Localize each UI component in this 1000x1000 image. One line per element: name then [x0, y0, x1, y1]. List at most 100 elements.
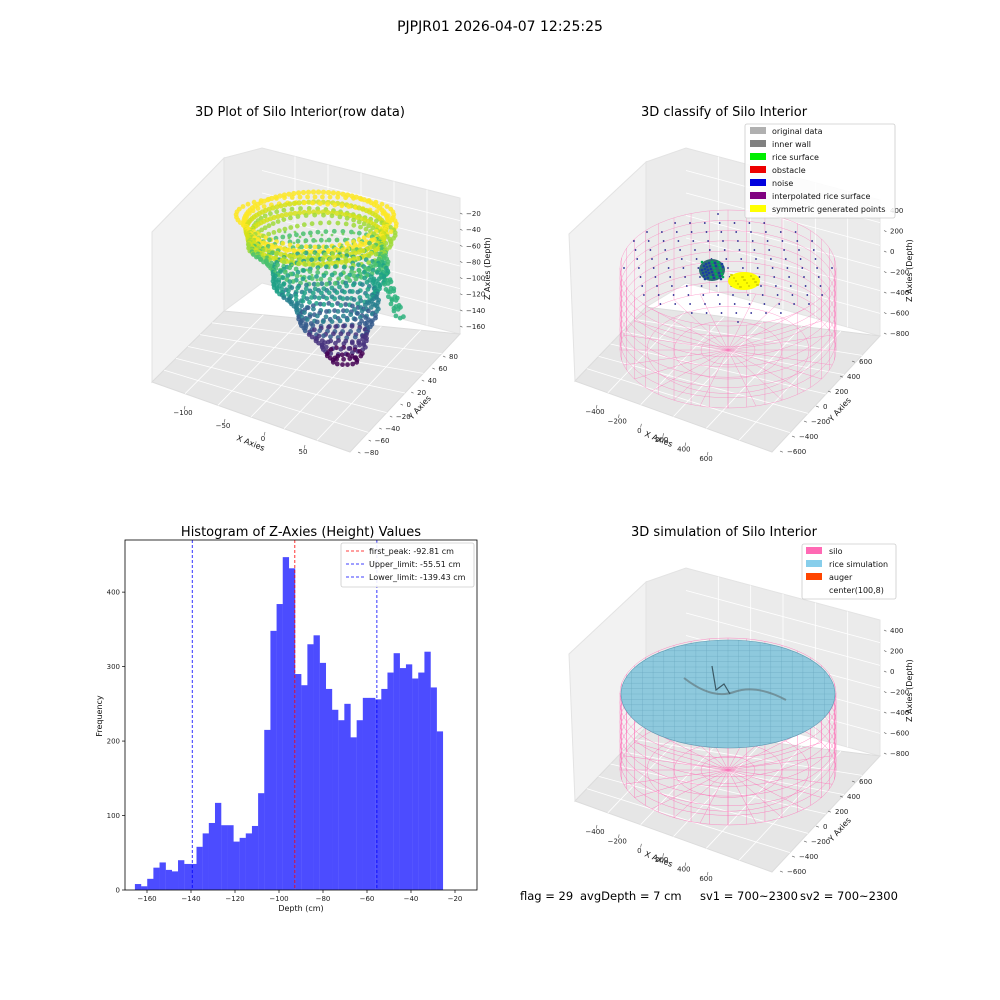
silo-floor-ring: [646, 306, 810, 394]
raw-point: [324, 239, 328, 243]
raw-point: [326, 324, 331, 330]
raw-point: [281, 295, 287, 301]
raw-point: [351, 222, 357, 228]
raw-point: [291, 190, 297, 197]
raw-z-tick-mark: [459, 261, 463, 263]
simulation-y-axis-label: Y Axies: [826, 816, 853, 844]
raw-point: [326, 237, 332, 243]
classify-grid-point: [704, 303, 706, 305]
classify-grid-point: [661, 231, 663, 233]
raw-z-tick-label: −40: [466, 226, 481, 234]
classify-grid-point: [638, 267, 640, 269]
classify-grid-point: [786, 267, 789, 269]
raw-point: [315, 229, 321, 235]
histogram-bar: [208, 822, 216, 890]
raw-z-tick-mark: [459, 277, 463, 280]
raw-point: [292, 210, 298, 216]
raw-point: [366, 233, 371, 239]
histogram-bar: [332, 709, 339, 890]
rice-surface-point: [714, 264, 718, 268]
histogram-bar: [202, 833, 209, 890]
classify-grid-point: [778, 303, 781, 305]
rice-surface-point: [714, 272, 718, 276]
raw-point: [303, 213, 309, 218]
raw-point: [271, 230, 277, 235]
raw-point: [347, 356, 353, 362]
raw-point: [302, 310, 307, 315]
rice-surface-point: [721, 265, 725, 269]
classify-z-tick-mark: [883, 332, 887, 335]
raw-point: [348, 312, 354, 317]
rice-surface-point: [719, 277, 723, 281]
raw-point: [303, 244, 309, 250]
raw-x-tick-label: 50: [299, 448, 308, 456]
raw-point: [312, 257, 318, 262]
classify-grid-point: [715, 285, 718, 287]
raw-point: [280, 241, 286, 246]
raw-point: [305, 194, 310, 200]
raw-y-tick-label: 0: [407, 401, 411, 409]
histogram-x-tick-label: −60: [360, 895, 375, 903]
raw-y-tick-mark: [442, 355, 446, 358]
simulation-legend-label: auger: [829, 573, 853, 582]
raw-point: [344, 215, 350, 221]
classify-grid-point: [672, 294, 675, 296]
raw-point: [289, 285, 295, 291]
raw-point: [295, 238, 301, 244]
raw-point: [334, 290, 340, 295]
histogram-x-tick-label: −80: [316, 895, 331, 903]
raw-point: [343, 221, 349, 227]
simulation-x-tick-mark: [595, 824, 598, 829]
histogram-x-ticks: −160 −140 −120 −100 −80 −60 −40 −20: [137, 890, 462, 903]
raw-point: [365, 286, 371, 292]
histogram-x-tick-label: −20: [448, 895, 463, 903]
raw-point: [350, 303, 355, 309]
raw-point: [327, 257, 333, 262]
classify-grid-point: [747, 294, 749, 296]
classify-grid-point: [811, 240, 813, 242]
symmetric-generated-point: [740, 286, 742, 288]
histogram-bar: [344, 703, 351, 890]
raw-point: [320, 194, 325, 200]
raw-point: [328, 334, 333, 340]
rice-surface-point: [704, 262, 708, 266]
raw-point: [312, 327, 317, 333]
raw-point: [363, 226, 369, 232]
histogram-x-axis-label: Depth (cm): [278, 904, 323, 913]
raw-point: [318, 245, 322, 249]
raw-point: [349, 229, 354, 235]
raw-y-tick-mark: [432, 367, 435, 370]
classify-grid-point: [646, 231, 648, 233]
raw-point: [333, 340, 338, 346]
raw-point: [307, 269, 313, 274]
raw-point: [366, 308, 371, 314]
classify-z-tick-mark: [883, 230, 887, 232]
silo-floor-ring: [700, 335, 756, 365]
raw-point: [336, 277, 340, 281]
histogram-bar: [313, 635, 320, 890]
classify-grid-point: [675, 231, 678, 233]
classify-y-tick-label: 0: [823, 403, 827, 411]
classify-grid-point: [804, 285, 807, 287]
raw-point: [384, 204, 390, 209]
raw-point: [338, 303, 344, 308]
symmetric-generated-point: [742, 276, 744, 278]
classify-grid-point: [722, 240, 724, 242]
raw-point: [315, 209, 321, 215]
rice-surface-point: [710, 260, 714, 264]
simulation-panel-title: 3D simulation of Silo Interior: [631, 525, 818, 540]
rice-surface-point: [715, 275, 719, 279]
classify-grid-point: [737, 321, 739, 323]
histogram-bar: [258, 793, 265, 890]
classify-grid-point: [720, 231, 723, 233]
raw-y-tick-label: −40: [385, 425, 400, 433]
raw-point: [332, 202, 338, 208]
classify-grid-point: [680, 258, 683, 260]
classify-z-tick-label: −400: [890, 289, 909, 297]
raw-point: [295, 214, 301, 219]
silo-floor-ring: [700, 756, 756, 784]
histogram-bar: [412, 678, 419, 890]
raw-point: [286, 288, 291, 294]
classify-grid-point: [705, 312, 708, 314]
raw-point: [299, 274, 303, 278]
